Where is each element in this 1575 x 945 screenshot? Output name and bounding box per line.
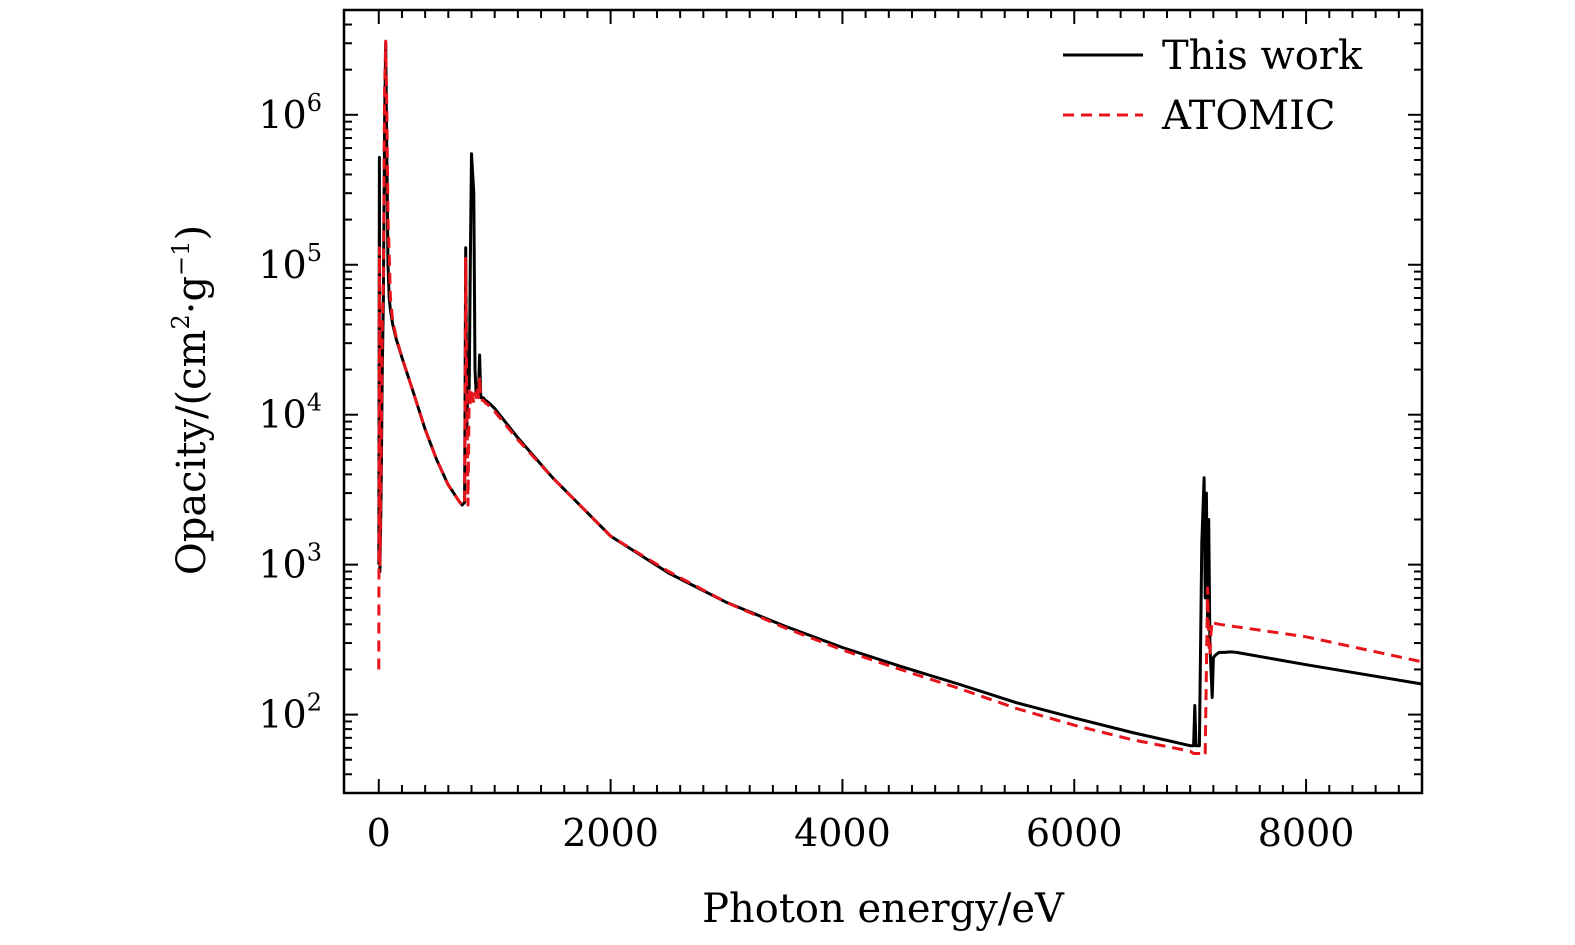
x-axis-title: Photon energy/eV — [702, 886, 1065, 932]
x-tick-label: 8000 — [1258, 811, 1355, 855]
y-tick-label: 106 — [258, 89, 322, 137]
y-tick-label: 105 — [258, 239, 322, 287]
y-tick-label: 103 — [258, 539, 322, 587]
x-tick-label: 2000 — [562, 811, 659, 855]
series-line-atomic — [377, 39, 1423, 758]
labels-layer: 0 2000 4000 6000 8000 102 103 104 105 106 — [258, 89, 1354, 855]
y-tick-label: 104 — [258, 389, 322, 437]
y-tick-label: 102 — [258, 689, 322, 737]
y-axis-title: Opacity/(cm2·g−1) — [167, 225, 215, 575]
legend-label-atomic: ATOMIC — [1161, 93, 1336, 139]
legend: This work ATOMIC — [1063, 33, 1363, 139]
legend-label-this-work: This work — [1162, 33, 1363, 79]
x-tick-label: 6000 — [1026, 811, 1123, 855]
x-tick-label: 0 — [367, 811, 391, 855]
series-layer — [377, 39, 1423, 758]
plot-frame — [342, 8, 1424, 795]
x-tick-label: 4000 — [794, 811, 891, 855]
ticks-layer — [344, 9, 1423, 794]
series-line-this-work — [377, 41, 1423, 748]
